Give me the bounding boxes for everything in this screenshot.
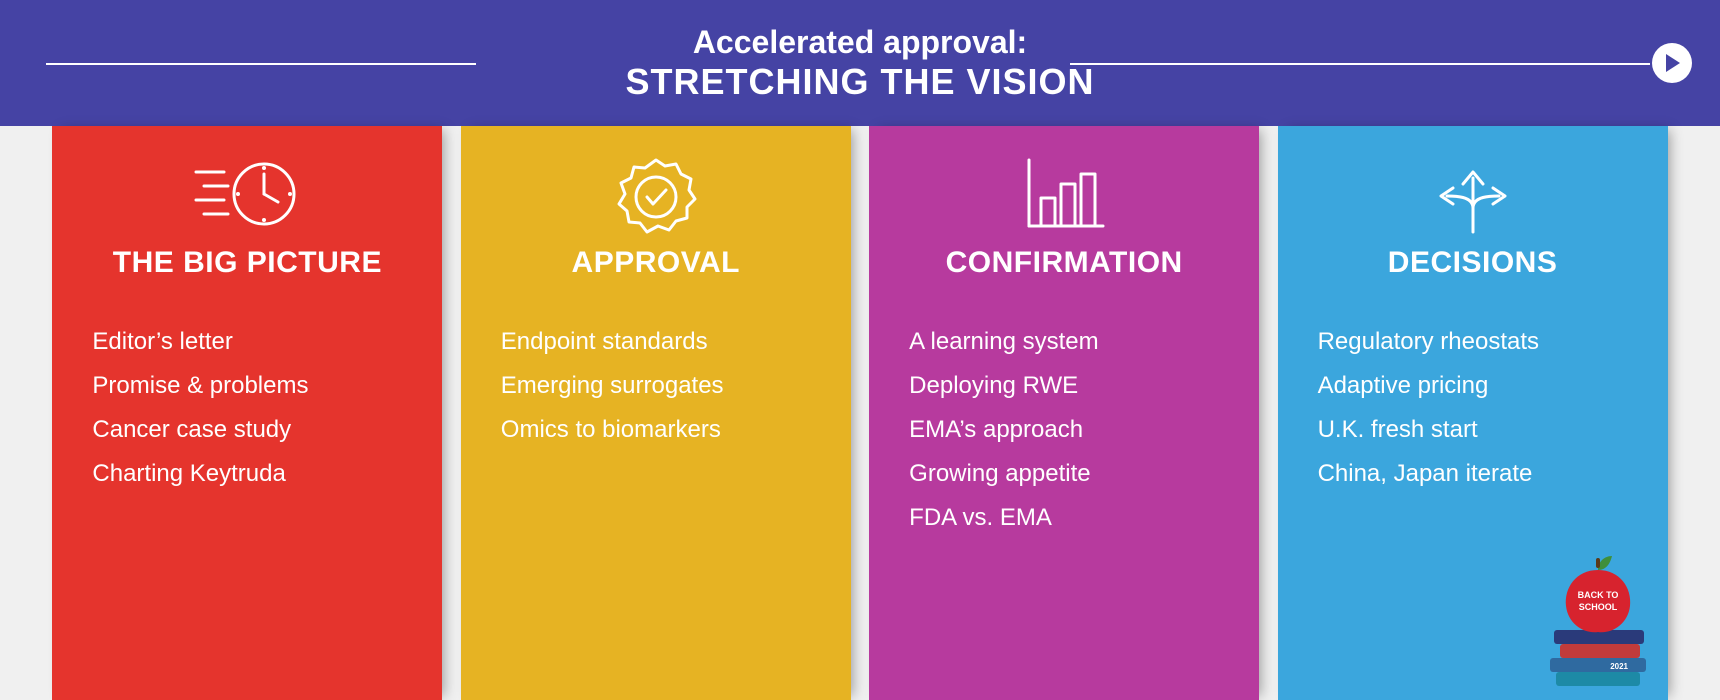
speed-clock-icon xyxy=(52,126,442,246)
card-item-list: Endpoint standardsEmerging surrogatesOmi… xyxy=(461,320,851,452)
card-item[interactable]: Deploying RWE xyxy=(909,364,1239,408)
card-heading: THE BIG PICTURE xyxy=(52,246,442,280)
header-rule-right xyxy=(1070,63,1650,65)
header-bar: Accelerated approval: STRETCHING THE VIS… xyxy=(0,0,1720,126)
arrows-split-icon xyxy=(1278,126,1668,246)
card-item[interactable]: Cancer case study xyxy=(92,408,422,452)
card-item[interactable]: Promise & problems xyxy=(92,364,422,408)
card-item[interactable]: Growing appetite xyxy=(909,452,1239,496)
card-item-list: Regulatory rheostatsAdaptive pricingU.K.… xyxy=(1278,320,1668,496)
card-item[interactable]: Omics to biomarkers xyxy=(501,408,831,452)
card-heading: CONFIRMATION xyxy=(869,246,1259,280)
card-confirmation: CONFIRMATION A learning systemDeploying R… xyxy=(869,126,1259,700)
header-rule-left xyxy=(46,63,476,65)
card-item[interactable]: China, Japan iterate xyxy=(1318,452,1648,496)
cards-row: THE BIG PICTURE Editor’s letterPromise & … xyxy=(0,126,1720,700)
header-title-line2: STRETCHING THE VISION xyxy=(625,61,1094,103)
card-item[interactable]: Regulatory rheostats xyxy=(1318,320,1648,364)
card-item[interactable]: Adaptive pricing xyxy=(1318,364,1648,408)
card-item-list: A learning systemDeploying RWEEMA’s appr… xyxy=(869,320,1259,540)
card-approval: APPROVAL Endpoint standardsEmerging surro… xyxy=(461,126,851,700)
header-title-line1: Accelerated approval: xyxy=(625,24,1094,61)
header-title: Accelerated approval: STRETCHING THE VIS… xyxy=(585,6,1134,121)
bar-chart-icon xyxy=(869,126,1259,246)
card-item[interactable]: A learning system xyxy=(909,320,1239,364)
card-heading: DECISIONS xyxy=(1278,246,1668,280)
card-item[interactable]: FDA vs. EMA xyxy=(909,496,1239,540)
svg-text:BACK TO: BACK TO xyxy=(1577,590,1618,600)
card-item[interactable]: EMA’s approach xyxy=(909,408,1239,452)
card-item[interactable]: Endpoint standards xyxy=(501,320,831,364)
back-to-school-badge: 2021 BACK TO SCHOOL xyxy=(1536,550,1656,690)
card-item[interactable]: Charting Keytruda xyxy=(92,452,422,496)
play-icon xyxy=(1664,54,1680,72)
svg-text:2021: 2021 xyxy=(1610,662,1628,671)
card-item[interactable]: Emerging surrogates xyxy=(501,364,831,408)
card-item[interactable]: Editor’s letter xyxy=(92,320,422,364)
card-item[interactable]: U.K. fresh start xyxy=(1318,408,1648,452)
play-button[interactable] xyxy=(1652,43,1692,83)
infographic-root: Accelerated approval: STRETCHING THE VIS… xyxy=(0,0,1720,700)
check-badge-icon xyxy=(461,126,851,246)
card-heading: APPROVAL xyxy=(461,246,851,280)
card-big-picture: THE BIG PICTURE Editor’s letterPromise & … xyxy=(52,126,442,700)
card-item-list: Editor’s letterPromise & problemsCancer … xyxy=(52,320,442,496)
card-decisions: DECISIONS Regulatory rheostatsAdaptive pr… xyxy=(1278,126,1668,700)
svg-text:SCHOOL: SCHOOL xyxy=(1578,602,1617,612)
